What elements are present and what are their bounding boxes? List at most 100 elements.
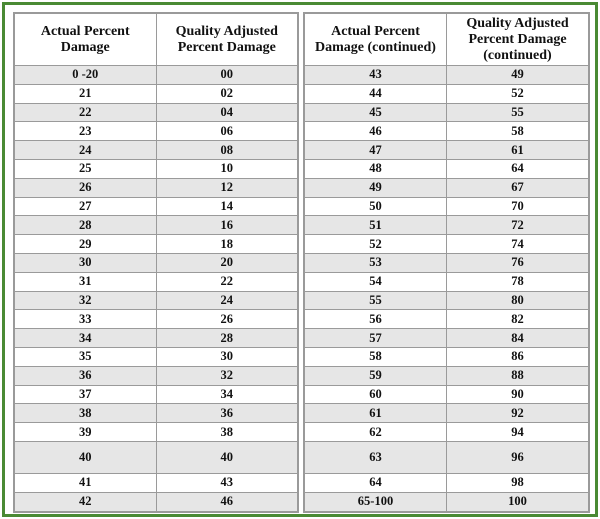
actual-percent-cell: 25 (14, 158, 157, 179)
table-row: 42 46 (14, 491, 298, 512)
header-quality-adjusted-percent-damage: Quality Adjusted Percent Damage (155, 13, 298, 66)
table-row: 22 04 (14, 102, 298, 123)
table-row: 50 70 (304, 196, 589, 217)
actual-percent-cell: 37 (14, 384, 157, 405)
adjusted-percent-cell: 46 (155, 491, 298, 512)
actual-percent-cell: 46 (304, 121, 447, 142)
adjusted-percent-cell: 49 (446, 65, 589, 85)
table-row: 48 64 (304, 158, 589, 179)
table-row: 21 02 (14, 83, 298, 104)
actual-percent-cell: 65-100 (304, 491, 447, 512)
left-header-row: Actual Percent Damage Quality Adjusted P… (14, 13, 298, 66)
adjusted-percent-cell: 55 (446, 102, 589, 123)
table-row: 0 -20 00 (14, 65, 298, 85)
table-row: 58 86 (304, 346, 589, 367)
adjusted-percent-cell: 40 (155, 440, 298, 474)
actual-percent-cell: 30 (14, 252, 157, 273)
actual-percent-cell: 55 (304, 290, 447, 311)
actual-percent-cell: 27 (14, 196, 157, 217)
table-row: 34 28 (14, 328, 298, 348)
actual-percent-cell: 42 (14, 491, 157, 512)
actual-percent-cell: 50 (304, 196, 447, 217)
adjusted-percent-cell: 32 (155, 365, 298, 386)
table-row: 26 12 (14, 177, 298, 198)
adjusted-percent-cell: 90 (446, 384, 589, 405)
adjusted-percent-cell: 84 (446, 328, 589, 348)
table-row: 60 90 (304, 384, 589, 405)
table-row: 57 84 (304, 328, 589, 348)
table-row: 35 30 (14, 346, 298, 367)
header-quality-adjusted-percent-damage-continued: Quality Adjusted Percent Damage (continu… (446, 13, 589, 66)
adjusted-percent-cell: 02 (155, 83, 298, 104)
table-row: 31 22 (14, 271, 298, 292)
table-row: 64 98 (304, 472, 589, 493)
table-row: 23 06 (14, 121, 298, 142)
actual-percent-cell: 32 (14, 290, 157, 311)
adjusted-percent-cell: 04 (155, 102, 298, 123)
actual-percent-cell: 56 (304, 309, 447, 330)
table-row: 55 80 (304, 290, 589, 311)
actual-percent-cell: 26 (14, 177, 157, 198)
actual-percent-cell: 0 -20 (14, 65, 157, 85)
actual-percent-cell: 52 (304, 234, 447, 254)
table-row: 25 10 (14, 158, 298, 179)
actual-percent-cell: 28 (14, 215, 157, 236)
table-row: 37 34 (14, 384, 298, 405)
actual-percent-cell: 53 (304, 252, 447, 273)
actual-percent-cell: 41 (14, 472, 157, 493)
table-row: 54 78 (304, 271, 589, 292)
table-row: 27 14 (14, 196, 298, 217)
actual-percent-cell: 29 (14, 234, 157, 254)
adjusted-percent-cell: 70 (446, 196, 589, 217)
left-table-body: 0 -20 00 21 02 22 04 23 06 24 08 25 10 26 12 27 14 28 16 2… (14, 65, 298, 512)
left-table-panel: Actual Percent Damage Quality Adjusted P… (13, 12, 299, 513)
adjusted-percent-cell: 12 (155, 177, 298, 198)
table-row: 38 36 (14, 403, 298, 424)
actual-percent-cell: 48 (304, 158, 447, 179)
actual-percent-cell: 63 (304, 440, 447, 474)
adjusted-percent-cell: 94 (446, 422, 589, 442)
table-row: 30 20 (14, 252, 298, 273)
adjusted-percent-cell: 22 (155, 271, 298, 292)
adjusted-percent-cell: 61 (446, 140, 589, 160)
adjusted-percent-cell: 08 (155, 140, 298, 160)
adjusted-percent-cell: 14 (155, 196, 298, 217)
actual-percent-cell: 44 (304, 83, 447, 104)
adjusted-percent-cell: 52 (446, 83, 589, 104)
adjusted-percent-cell: 67 (446, 177, 589, 198)
header-actual-percent-damage-continued: Actual Percent Damage (continued) (304, 13, 447, 66)
actual-percent-cell: 34 (14, 328, 157, 348)
table-row: 40 40 (14, 440, 298, 474)
adjusted-percent-cell: 26 (155, 309, 298, 330)
table-row: 56 82 (304, 309, 589, 330)
actual-percent-cell: 61 (304, 403, 447, 424)
table-row: 44 52 (304, 83, 589, 104)
adjusted-percent-cell: 36 (155, 403, 298, 424)
actual-percent-cell: 23 (14, 121, 157, 142)
actual-percent-cell: 36 (14, 365, 157, 386)
actual-percent-cell: 49 (304, 177, 447, 198)
table-row: 24 08 (14, 140, 298, 160)
adjusted-percent-cell: 76 (446, 252, 589, 273)
table-row: 28 16 (14, 215, 298, 236)
actual-percent-cell: 35 (14, 346, 157, 367)
table-row: 49 67 (304, 177, 589, 198)
adjusted-percent-cell: 38 (155, 422, 298, 442)
table-row: 47 61 (304, 140, 589, 160)
actual-percent-cell: 31 (14, 271, 157, 292)
adjusted-percent-cell: 43 (155, 472, 298, 493)
adjusted-percent-cell: 20 (155, 252, 298, 273)
adjusted-percent-cell: 34 (155, 384, 298, 405)
table-row: 29 18 (14, 234, 298, 254)
table-row: 33 26 (14, 309, 298, 330)
table-row: 41 43 (14, 472, 298, 493)
adjusted-percent-cell: 88 (446, 365, 589, 386)
actual-percent-cell: 39 (14, 422, 157, 442)
table-row: 52 74 (304, 234, 589, 254)
actual-percent-cell: 40 (14, 440, 157, 474)
actual-percent-cell: 33 (14, 309, 157, 330)
adjusted-percent-cell: 92 (446, 403, 589, 424)
right-table-body: 43 49 44 52 45 55 46 58 47 61 48 64 49 67 50 70 51 72 52 74… (304, 65, 589, 512)
actual-percent-cell: 58 (304, 346, 447, 367)
